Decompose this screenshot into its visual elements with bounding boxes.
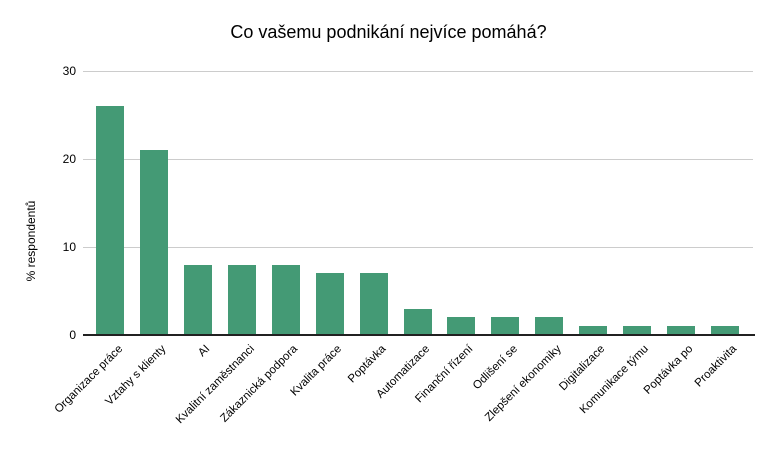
y-tick-label-10: 10 [62,239,76,254]
bar-5 [315,273,344,335]
gridline-10 [83,247,753,248]
bar-1 [140,150,169,335]
x-axis-label-6: Poptávka [345,343,389,386]
y-tick-label-30: 30 [62,63,76,78]
bar-6 [359,273,388,335]
y-tick-label-20: 20 [62,151,76,166]
gridline-20 [83,159,753,160]
bar-11 [578,326,607,335]
bar-0 [96,106,125,335]
bar-10 [535,317,564,335]
bar-4 [271,264,300,335]
bar-12 [622,326,651,335]
chart-title: Co vašemu podnikání nejvíce pomáhá? [230,22,547,42]
bar-14 [710,326,739,335]
bar-8 [447,317,476,335]
x-axis-label-4: Zákaznická podpora [218,343,301,425]
y-tick-label-0: 0 [69,327,76,342]
x-axis-label-3: Kvalitní zaměstnanci [173,343,257,427]
bar-3 [228,264,257,335]
x-axis-label-2: AI [196,343,213,360]
x-axis-label-14: Proaktivita [692,343,740,390]
x-axis-line [83,334,755,336]
x-axis-label-10: Zlepšení ekonomiky [482,343,564,424]
gridline-30 [83,71,753,72]
bar-7 [403,308,432,335]
bar-9 [491,317,520,335]
bar-13 [666,326,695,335]
bar-2 [184,264,213,335]
